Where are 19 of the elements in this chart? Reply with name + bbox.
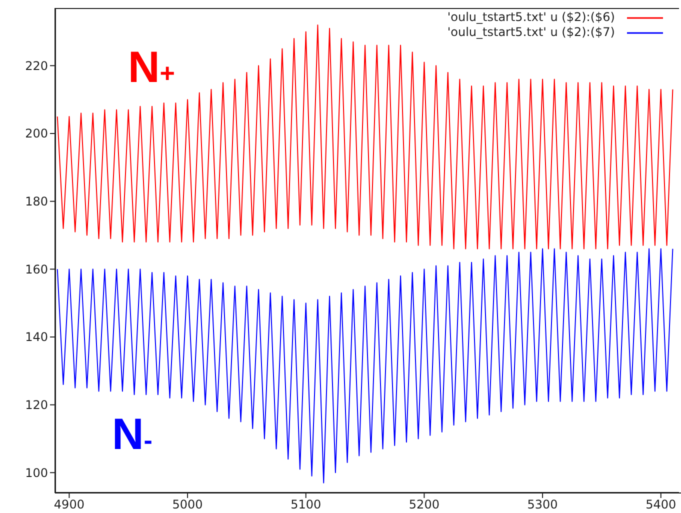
x-tick-label: 5400 xyxy=(646,498,676,512)
x-tick-label: 5000 xyxy=(172,498,203,512)
x-tick-label: 5100 xyxy=(290,498,322,512)
y-tick-label: 140 xyxy=(25,330,48,344)
y-tick-label: 180 xyxy=(25,194,48,209)
annotation: N- xyxy=(112,410,152,459)
y-tick-label: 100 xyxy=(25,466,48,480)
legend-label: 'oulu_tstart5.txt' u ($2):($7) xyxy=(447,25,615,40)
line-series xyxy=(56,24,674,250)
annotation: N+ xyxy=(128,43,175,92)
x-tick-label: 5200 xyxy=(408,498,440,512)
line-series xyxy=(56,248,674,484)
y-tick-label: 120 xyxy=(25,398,48,412)
y-tick-label: 160 xyxy=(25,262,48,276)
x-tick-label: 5300 xyxy=(527,498,558,512)
x-tick-label: 4900 xyxy=(54,498,84,512)
y-tick-label: 200 xyxy=(25,126,48,141)
y-tick-label: 220 xyxy=(25,58,48,73)
legend-label: 'oulu_tstart5.txt' u ($2):($6) xyxy=(447,10,615,25)
